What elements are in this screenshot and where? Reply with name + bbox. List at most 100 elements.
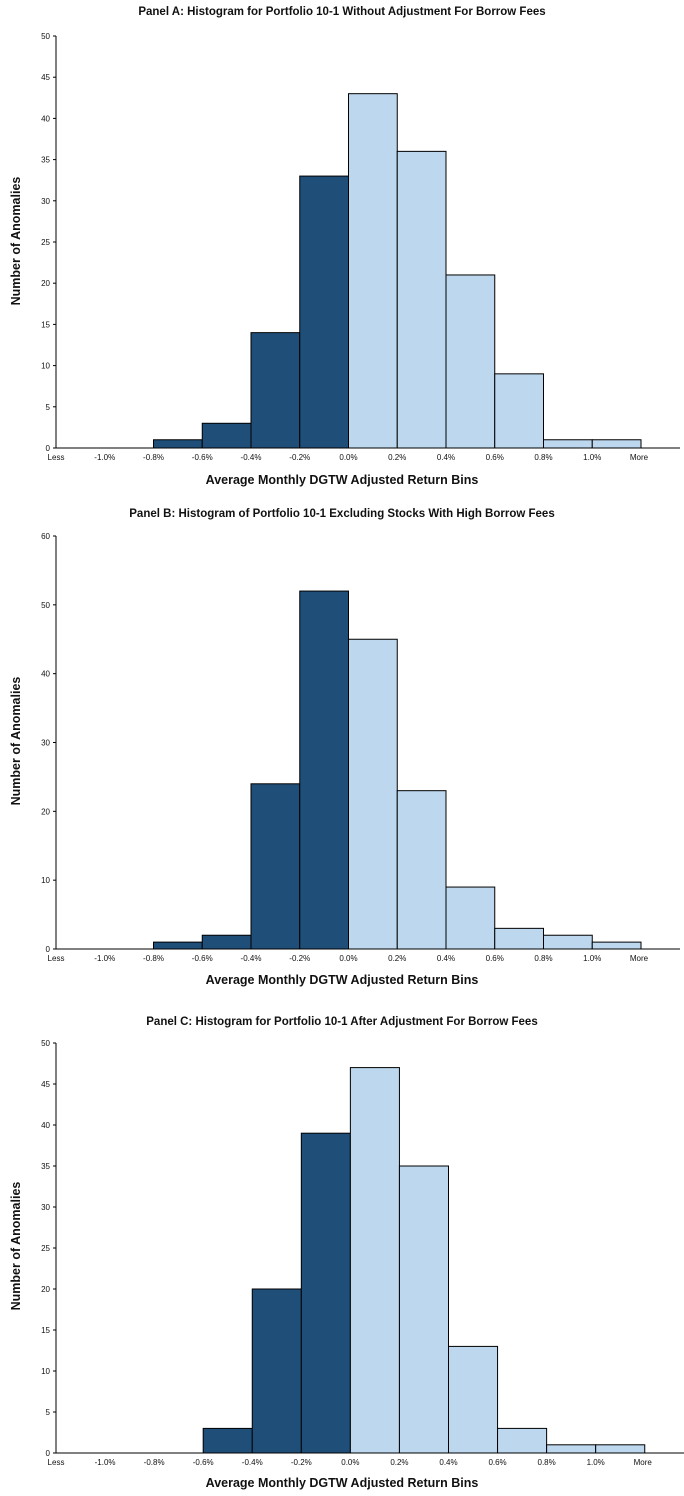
panel-b-title: Panel B: Histogram of Portfolio 10-1 Exc…: [129, 508, 555, 520]
panel-a-y-tick-label: 30: [41, 197, 50, 206]
panel-c-x-tick-label: 0.8%: [538, 1458, 556, 1467]
panel-a-bar: [396, 150, 447, 449]
panel-a-bar: [591, 439, 642, 449]
panel-c-x-tick-label: -1.0%: [95, 1458, 116, 1467]
panel-c-y-tick-label: 50: [41, 1039, 50, 1048]
panel-a-y-tick-label: 25: [41, 238, 50, 247]
panel-a-x-tick-label: 0.6%: [486, 453, 504, 462]
panel-a-y-tick-label: 0: [46, 444, 51, 453]
panel-a-bar: [543, 439, 593, 449]
panel-c-y-tick-label: 35: [41, 1162, 50, 1171]
panel-b-y-tick-label: 60: [41, 532, 50, 541]
panel-b-y-tick-label: 0: [46, 945, 51, 954]
panel-b-y-axis-label: Number of Anomalies: [9, 676, 23, 806]
panel-a-x-tick-label: -1.0%: [94, 453, 115, 462]
panel-b-x-tick-label: 0.8%: [534, 954, 552, 963]
panel-a-title: Panel A: Histogram for Portfolio 10-1 Wi…: [138, 6, 546, 18]
panel-c-bar: [251, 1288, 302, 1454]
panel-a-y-tick-label: 10: [41, 362, 50, 371]
panel-b-chart: 0 10 20 30 40 50 60 Less -1.0% -0.8% -0.6% -0.4% -0.…: [41, 532, 680, 963]
panel-a-x-tick-label: -0.4%: [241, 453, 262, 462]
panel-a-y-tick-label: 50: [41, 32, 50, 41]
panel-b-x-tick-label: 0.2%: [388, 954, 406, 963]
panel-b-x-tick-label: -0.4%: [241, 954, 262, 963]
panel-b-bar: [153, 941, 203, 950]
panel-c-x-tick-label: -0.8%: [144, 1458, 165, 1467]
panel-c-x-tick-label: 1.0%: [587, 1458, 605, 1467]
panel-a-y-tick-label: 20: [41, 279, 50, 288]
panel-c-x-axis-label: Average Monthly DGTW Adjusted Return Bin…: [205, 1476, 479, 1490]
panel-b-y-tick-label: 30: [41, 739, 50, 748]
panel-b-bar: [348, 638, 398, 950]
panel-c-x-tick-label: Less: [48, 1458, 65, 1467]
panel-c-x-tick-label: -0.4%: [242, 1458, 263, 1467]
panel-a-bar: [250, 332, 301, 449]
panel-b-bar: [201, 934, 252, 950]
panel-c-x-tick-label: 0.0%: [341, 1458, 359, 1467]
panel-a-x-tick-label: Less: [48, 453, 65, 462]
panel-a-x-tick-label: -0.6%: [192, 453, 213, 462]
panel-a-y-tick-label: 5: [46, 403, 51, 412]
panel-a-bar: [153, 439, 203, 449]
panel-b-bar: [543, 934, 593, 950]
panel-c-y-tick-label: 30: [41, 1203, 50, 1212]
panel-c-y-tick-label: 15: [41, 1326, 50, 1335]
panel-c-y-tick-label: 0: [46, 1449, 51, 1458]
panel-c-bar: [300, 1132, 351, 1454]
panel-c-y-axis-label: Number of Anomalies: [9, 1181, 23, 1311]
panel-c-y-tick-label: 25: [41, 1244, 50, 1253]
panel-a-x-tick-label: 1.0%: [583, 453, 601, 462]
panel-c-bar: [398, 1165, 449, 1454]
panel-a-x-tick-label: 0.4%: [437, 453, 455, 462]
panel-b-y-tick-label: 20: [41, 807, 50, 816]
panel-a-y-tick-label: 45: [41, 73, 50, 82]
panel-c-bar: [448, 1345, 499, 1454]
panel-a-x-tick-label: -0.8%: [143, 453, 164, 462]
panel-c-bar: [546, 1444, 597, 1454]
panel-c-y-tick-label: 20: [41, 1285, 50, 1294]
panel-c-y-tick-label: 10: [41, 1367, 50, 1376]
panel-a-y-tick-label: 15: [41, 320, 50, 329]
panel-c-title: Panel C: Histogram for Portfolio 10-1 Af…: [146, 1016, 538, 1028]
panel-c-y-tick-label: 5: [46, 1408, 51, 1417]
panel-b: Panel B: Histogram of Portfolio 10-1 Exc…: [0, 500, 684, 995]
panel-b-x-tick-label: -1.0%: [94, 954, 115, 963]
panel-a-x-tick-label: 0.0%: [339, 453, 357, 462]
panel-b-bar: [250, 783, 301, 950]
panel-c: Panel C: Histogram for Portfolio 10-1 Af…: [0, 1000, 684, 1496]
panel-a-x-tick-label: 0.2%: [388, 453, 406, 462]
panel-b-x-tick-label: Less: [48, 954, 65, 963]
panel-b-x-tick-label: More: [630, 954, 649, 963]
panel-a: Panel A: Histogram for Portfolio 10-1 Wi…: [0, 0, 684, 495]
panel-b-x-tick-label: -0.2%: [289, 954, 310, 963]
panel-a-bar: [201, 422, 252, 449]
panel-b-x-tick-label: -0.8%: [143, 954, 164, 963]
panel-c-x-tick-label: 0.4%: [439, 1458, 457, 1467]
panel-a-x-axis-label: Average Monthly DGTW Adjusted Return Bin…: [205, 473, 479, 487]
panel-c-chart: 0 5 10 15 20 25 30 35 40 45 50 Less -1.0% -0.8% -0.6% -…: [41, 1039, 684, 1467]
panel-b-x-tick-label: 1.0%: [583, 954, 601, 963]
panel-b-bar: [299, 590, 349, 950]
panel-b-y-tick-label: 10: [41, 876, 50, 885]
panel-b-bar: [591, 941, 642, 950]
panel-c-x-tick-label: More: [634, 1458, 653, 1467]
panel-b-bar: [494, 927, 544, 950]
panel-b-y-tick-label: 40: [41, 670, 50, 679]
panel-a-x-tick-label: More: [630, 453, 649, 462]
panel-a-bar: [494, 373, 544, 449]
panel-b-bar: [445, 886, 496, 950]
panel-c-x-tick-label: -0.2%: [291, 1458, 312, 1467]
panel-a-x-tick-label: -0.2%: [289, 453, 310, 462]
panel-a-bar: [348, 93, 398, 449]
panel-b-x-tick-label: 0.6%: [486, 954, 504, 963]
panel-c-bar: [595, 1444, 646, 1454]
panel-b-x-tick-label: 0.4%: [437, 954, 455, 963]
panel-a-y-tick-label: 35: [41, 156, 50, 165]
panel-b-x-tick-label: -0.6%: [192, 954, 213, 963]
panel-c-bar: [497, 1427, 548, 1454]
panel-a-y-tick-label: 40: [41, 114, 50, 123]
panel-a-chart: 0 5 10 15 20 25 30 35 40 45 50 Less -1.0% -0.8% -0.6% -…: [41, 32, 680, 462]
panel-c-bar: [349, 1067, 400, 1454]
panel-c-y-tick-label: 40: [41, 1121, 50, 1130]
panel-a-bar: [299, 175, 349, 449]
